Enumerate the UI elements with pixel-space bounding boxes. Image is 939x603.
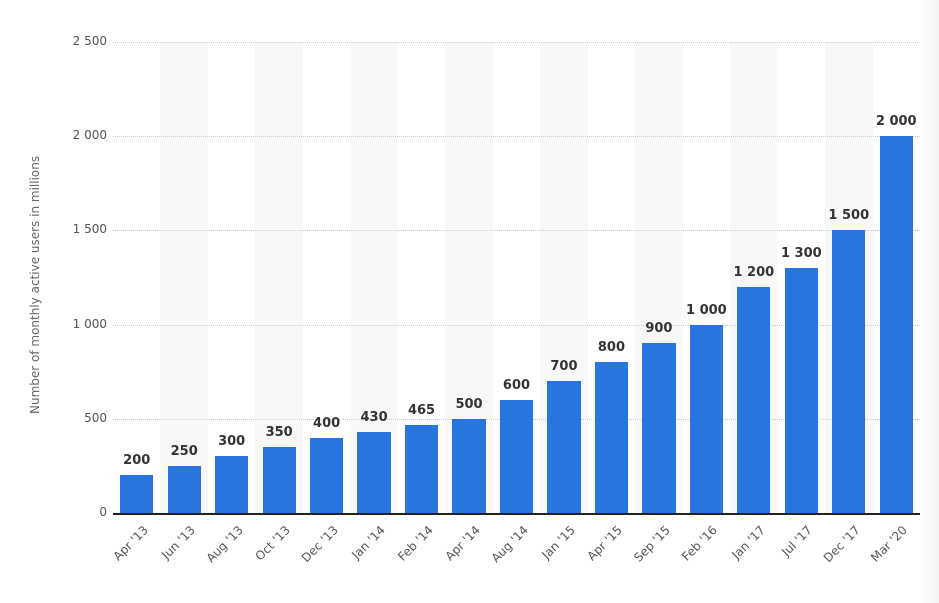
gridline	[113, 230, 920, 231]
band	[160, 42, 208, 513]
value-label: 500	[455, 396, 483, 412]
gridline	[113, 136, 920, 137]
gridline	[113, 42, 920, 43]
bar[interactable]	[452, 418, 486, 513]
bar[interactable]	[499, 399, 534, 513]
value-label: 1 200	[733, 264, 775, 280]
edge-shade	[921, 0, 939, 603]
value-label: 1 300	[780, 246, 822, 262]
bar[interactable]	[594, 362, 629, 513]
bar[interactable]	[832, 230, 866, 513]
bar[interactable]	[689, 324, 723, 513]
bar[interactable]	[167, 465, 201, 513]
bar[interactable]	[404, 425, 439, 513]
value-label: 900	[645, 321, 673, 337]
bar[interactable]	[737, 286, 771, 513]
value-label: 600	[502, 377, 531, 393]
bar[interactable]	[547, 381, 581, 513]
value-label: 200	[123, 453, 151, 469]
bar[interactable]	[120, 475, 154, 513]
value-label: 250	[170, 443, 198, 459]
gridline	[113, 325, 920, 326]
value-label: 800	[597, 340, 625, 356]
bar[interactable]	[642, 343, 676, 513]
y-tick-label: 0	[99, 505, 107, 519]
x-axis-baseline	[113, 513, 920, 515]
band	[255, 42, 303, 513]
bar[interactable]	[879, 136, 913, 513]
bar[interactable]	[215, 456, 249, 513]
value-label: 700	[550, 359, 578, 375]
value-label: 350	[265, 425, 293, 441]
bar[interactable]	[357, 431, 391, 513]
value-label: 430	[360, 409, 388, 425]
y-tick-label: 2 500	[72, 34, 107, 48]
y-tick-label: 500	[84, 411, 107, 425]
value-label: 2 000	[875, 114, 917, 130]
value-label: 465	[407, 403, 436, 419]
y-tick-label: 1 000	[72, 317, 107, 331]
value-label: 300	[218, 434, 246, 450]
y-axis-label: Number of monthly active users in millio…	[28, 155, 42, 414]
bar[interactable]	[310, 437, 344, 513]
bar[interactable]	[262, 447, 296, 513]
value-label: 1 000	[686, 302, 727, 318]
value-label: 1 500	[828, 208, 870, 224]
bar[interactable]	[784, 268, 818, 513]
y-tick-label: 2 000	[72, 128, 107, 142]
y-tick-label: 1 500	[72, 222, 107, 236]
value-label: 400	[313, 415, 341, 431]
